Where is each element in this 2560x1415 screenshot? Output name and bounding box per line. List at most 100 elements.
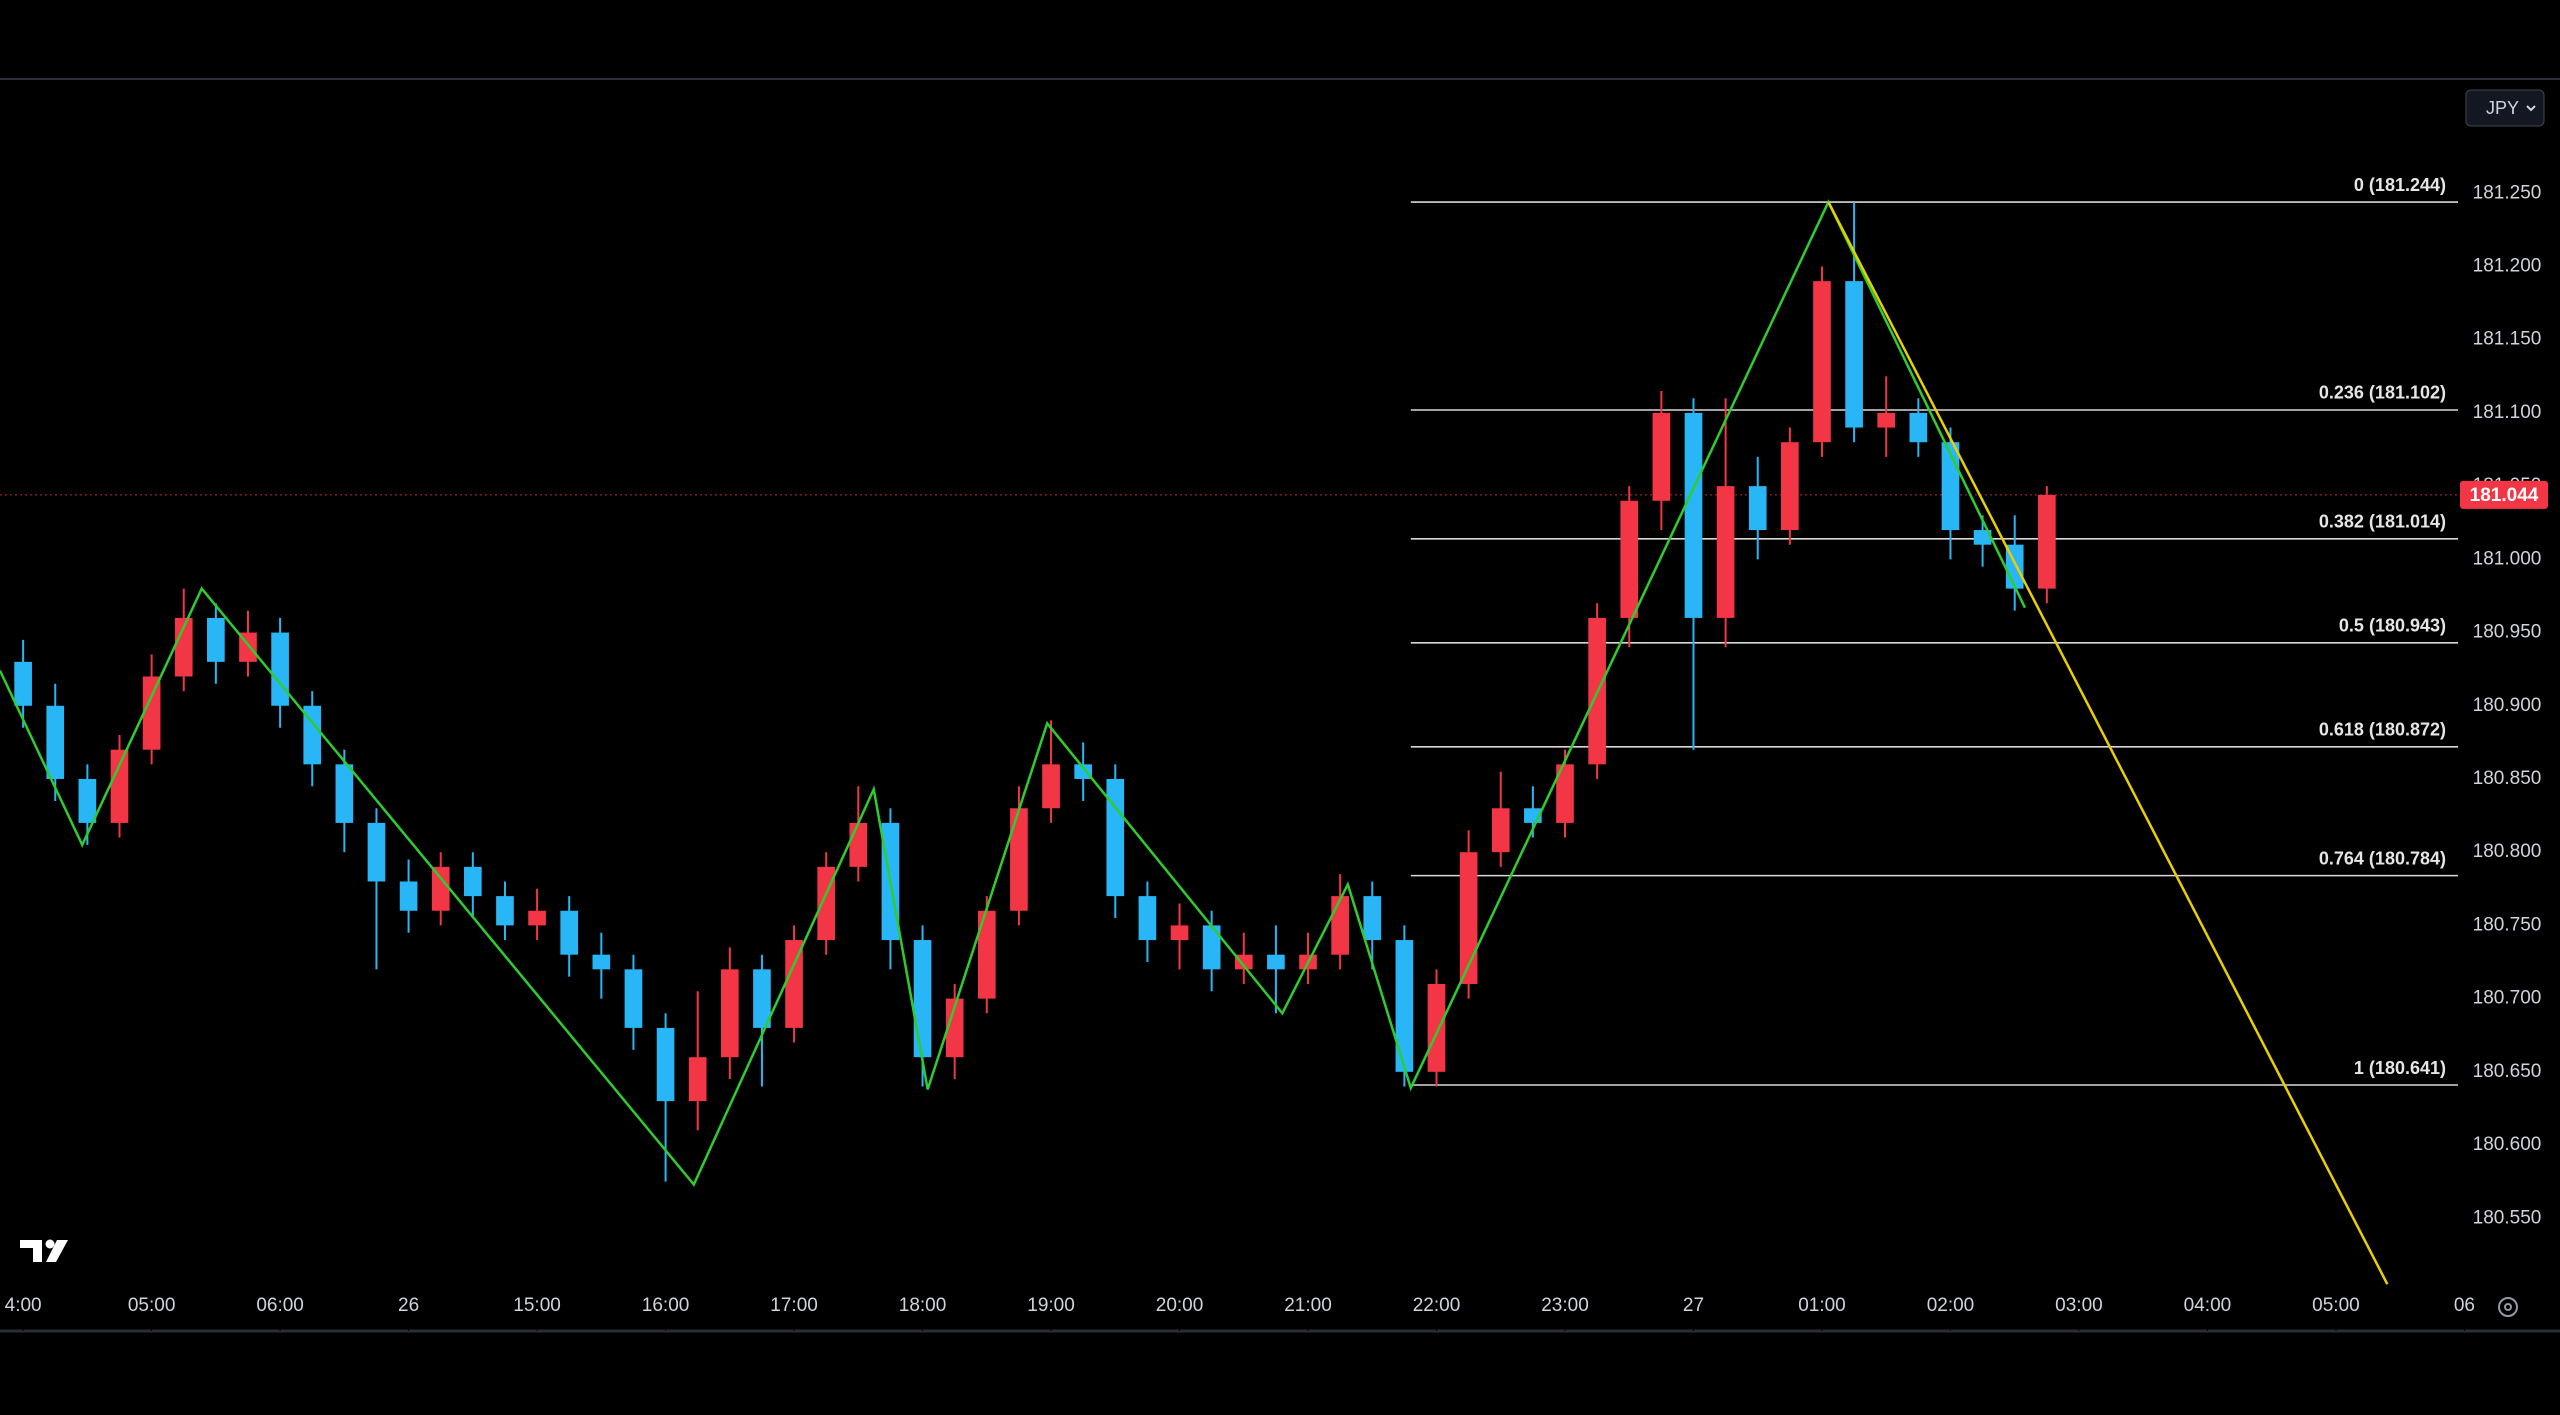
candle-body bbox=[1202, 925, 1221, 970]
logo-dot bbox=[45, 1239, 55, 1249]
logo-t bbox=[20, 1240, 42, 1262]
candle-body bbox=[913, 940, 932, 1058]
candle-body bbox=[592, 954, 611, 970]
y-tick-label: 180.950 bbox=[2473, 622, 2542, 643]
last-price-tag bbox=[2460, 480, 2548, 509]
last-price-label: 181.044 bbox=[2470, 485, 2539, 506]
candle-body bbox=[1138, 896, 1157, 941]
candle-body bbox=[335, 764, 354, 823]
x-tick-label: 05:00 bbox=[2312, 1295, 2360, 1316]
candle-body bbox=[528, 910, 546, 926]
gear[interactable] bbox=[2498, 1297, 2518, 1317]
x-tick-label: 02:00 bbox=[1927, 1295, 1975, 1316]
y-tick-label: 180.800 bbox=[2473, 841, 2542, 862]
candle-body bbox=[560, 910, 579, 955]
y-tick-label: 181.000 bbox=[2473, 548, 2542, 569]
candle-body bbox=[624, 969, 643, 1028]
candle-body bbox=[110, 749, 129, 823]
currency-button[interactable]: JPY bbox=[2465, 89, 2545, 127]
candle-body bbox=[464, 866, 482, 897]
fib-label: 1 (180.641) bbox=[2354, 1058, 2446, 1078]
candle-body bbox=[303, 705, 322, 765]
candle-body bbox=[271, 632, 289, 706]
x-tick-label: 06:00 bbox=[256, 1295, 304, 1316]
y-tick-label: 181.150 bbox=[2473, 329, 2542, 350]
x-tick-label: 04:00 bbox=[2184, 1295, 2232, 1316]
button-frame[interactable] bbox=[2465, 89, 2545, 127]
x-tick-label: 16:00 bbox=[642, 1295, 690, 1316]
candle-body bbox=[1491, 808, 1510, 853]
y-tick-label: 180.750 bbox=[2473, 914, 2542, 935]
candle-body bbox=[207, 617, 225, 662]
y-tick-label: 180.550 bbox=[2473, 1207, 2542, 1228]
x-tick-label: 06 bbox=[2454, 1295, 2475, 1316]
y-tick-label: 181.200 bbox=[2473, 256, 2542, 277]
y-tick-label: 180.900 bbox=[2473, 695, 2542, 716]
candle-body bbox=[977, 910, 996, 999]
candle-body bbox=[367, 822, 386, 882]
candle-body bbox=[1684, 412, 1703, 618]
candle-body bbox=[1042, 764, 1060, 809]
candle-body bbox=[1427, 983, 1446, 1072]
fib-label: 0.5 (180.943) bbox=[2339, 616, 2446, 636]
candle-body bbox=[688, 1057, 707, 1102]
button-label[interactable]: JPY bbox=[2486, 98, 2519, 118]
y-tick-label: 181.250 bbox=[2473, 182, 2542, 203]
gear-hub[interactable] bbox=[2504, 1303, 2512, 1311]
candle-body bbox=[1781, 442, 1799, 531]
x-tick-label: 4:00 bbox=[5, 1295, 42, 1316]
x-tick-label: 27 bbox=[1683, 1295, 1704, 1316]
x-tick-label: 20:00 bbox=[1156, 1295, 1204, 1316]
settings-icon[interactable] bbox=[2498, 1297, 2518, 1317]
projection-line bbox=[1827, 201, 2389, 1285]
chevron[interactable] bbox=[2526, 105, 2536, 112]
candle-body bbox=[785, 940, 803, 1028]
candle-body bbox=[1652, 412, 1671, 501]
candle-body bbox=[1748, 486, 1767, 531]
candle-body bbox=[1363, 896, 1382, 941]
candle-body bbox=[1973, 530, 1992, 545]
x-tick-label: 19:00 bbox=[1027, 1295, 1075, 1316]
y-tick-label: 180.600 bbox=[2473, 1134, 2542, 1155]
candle-body bbox=[142, 676, 161, 750]
candle-body bbox=[1395, 940, 1414, 1072]
x-tick-label: 17:00 bbox=[770, 1295, 818, 1316]
candle-body bbox=[46, 705, 65, 779]
candle-body bbox=[1556, 764, 1574, 823]
candle-body bbox=[720, 969, 739, 1058]
x-tick-label: 21:00 bbox=[1284, 1295, 1332, 1316]
fib-label: 0.618 (180.872) bbox=[2319, 720, 2446, 740]
candle-body bbox=[1459, 852, 1478, 984]
candle-body bbox=[1331, 896, 1349, 955]
candle-body bbox=[1010, 808, 1028, 911]
fib-label: 0.236 (181.102) bbox=[2319, 383, 2446, 403]
x-tick-label: 05:00 bbox=[128, 1295, 176, 1316]
candle-body bbox=[1877, 412, 1896, 428]
candle-body bbox=[753, 969, 771, 1028]
y-tick-label: 180.700 bbox=[2473, 988, 2542, 1009]
candle-body bbox=[2038, 494, 2056, 589]
x-tick-label: 26 bbox=[398, 1295, 419, 1316]
x-tick-label: 23:00 bbox=[1541, 1295, 1589, 1316]
logo-v bbox=[46, 1240, 68, 1262]
fib-label: 0.764 (180.784) bbox=[2319, 848, 2446, 868]
zigzag-line bbox=[0, 199, 2027, 1187]
x-tick-label: 01:00 bbox=[1798, 1295, 1846, 1316]
candle-body bbox=[1074, 764, 1092, 779]
candle-body bbox=[945, 998, 964, 1058]
x-tick-label: 18:00 bbox=[899, 1295, 947, 1316]
candle-body bbox=[496, 896, 514, 926]
candle-body bbox=[14, 661, 32, 706]
candle-body bbox=[1106, 778, 1125, 897]
candle-body bbox=[849, 822, 868, 867]
y-tick-label: 181.100 bbox=[2473, 402, 2542, 423]
candle-body bbox=[1267, 954, 1285, 970]
candle-body bbox=[78, 778, 97, 823]
candle-body bbox=[1170, 925, 1189, 941]
x-tick-label: 22:00 bbox=[1413, 1295, 1461, 1316]
fib-label: 0 (181.244) bbox=[2354, 175, 2446, 195]
candle-body bbox=[1845, 281, 1863, 428]
candle-body bbox=[1909, 412, 1928, 443]
